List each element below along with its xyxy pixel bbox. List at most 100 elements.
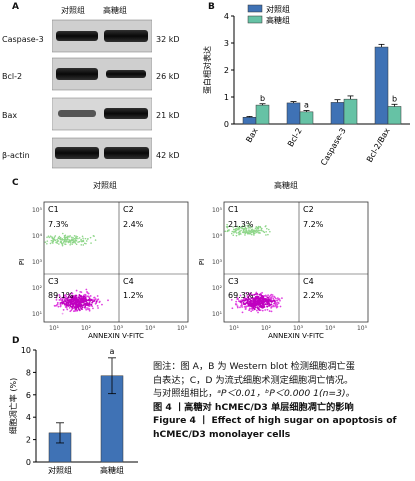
event-dot [64,296,67,299]
event-dot [241,306,244,308]
event-dot [91,301,94,304]
event-dot [267,294,270,297]
event-dot [257,232,260,234]
event-dot [244,232,247,235]
event-dot [234,228,237,230]
event-dot [80,291,83,294]
panel-label-b: B [208,2,215,12]
bar [374,46,389,125]
x-tick-label: Caspase-3 [319,127,348,168]
event-dot [255,229,258,232]
event-dot [268,228,270,231]
legend-label: 对照组 [266,4,290,14]
event-dot [250,305,253,308]
y-tick-label: 10¹ [212,311,223,318]
event-dot [61,243,64,246]
event-dot [64,306,67,308]
event-dot [255,303,258,306]
blot-band [104,147,149,159]
event-dot [89,236,92,239]
blot-row-label: Caspase-3 [2,35,44,44]
event-dot [262,303,265,306]
y-tick-label: 10² [32,285,43,292]
quadrant-c3-label: C3 [48,277,59,286]
quadrant-c2-label: C2 [303,205,314,214]
event-dot [270,310,273,313]
event-dot [82,244,85,246]
event-dot [92,307,94,310]
x-tick-label: 高糖组 [100,465,124,475]
event-dot [73,237,76,240]
event-dot [63,236,66,238]
bar [286,102,301,125]
x-tick-label: 10¹ [229,325,240,332]
event-dot [248,307,251,310]
event-dot [250,303,253,306]
event-dot [253,297,255,299]
event-dot [246,231,249,234]
event-dot [67,240,70,243]
event-dot [258,298,261,301]
panel-label-a: A [12,2,19,12]
x-tick-label: 10¹ [49,325,60,332]
significance-label: b [260,94,265,103]
event-dot [234,231,237,233]
event-dot [73,235,76,237]
event-dot [68,296,71,298]
event-dot [69,242,72,244]
quadrant-c1-value: 7.3% [48,220,69,229]
event-dot [254,301,257,304]
event-dot [251,231,254,233]
event-dot [266,227,268,230]
event-dot [80,240,82,242]
event-dot [57,305,60,308]
x-tick-label: 10² [261,325,272,332]
event-dot [68,306,71,309]
event-dot [74,239,77,241]
event-dot [59,302,62,304]
event-dot [226,223,228,226]
event-dot [255,291,258,294]
event-dot [63,240,65,243]
figure-caption: 图注：图 A，B 为 Western blot 检测细胞凋亡蛋 白表达；C，D … [153,360,411,441]
event-dot [66,308,69,311]
event-dot [69,243,71,246]
event-dot [261,309,264,312]
bar-chart-d: 0 2 4 6 8 10 细胞凋亡率 (%) 对照组 a 高糖组 [8,346,138,475]
event-dot [256,293,259,295]
y-axis-label: 细胞凋亡率 (%) [8,378,18,434]
event-dot [255,309,258,312]
event-dot [52,239,54,241]
event-dot [268,295,271,298]
y-tick-label: 10² [212,285,223,292]
x-tick-label: Bcl-2/Bax [365,126,392,164]
flow-plot-high-sugar: 10⁵ 10⁴ 10³ 10² 10¹ 10¹ 10² 10³ 10⁴ 10⁵ PI ANNEXIN … [198,201,369,338]
event-dot [254,227,257,230]
event-dot [251,294,253,297]
y-tick-label: 8 [26,368,31,377]
event-dot [85,295,87,298]
event-dot [66,236,69,239]
event-dot [253,232,255,235]
event-dot [246,299,249,302]
event-dot [74,310,76,312]
event-dot [260,297,263,300]
event-dot [259,300,262,303]
event-dot [249,232,252,235]
event-dot [64,303,66,305]
event-dot [90,242,92,244]
event-dot [85,288,88,291]
event-dot [67,303,70,305]
x-tick-label: 10³ [293,325,304,332]
quadrant-c1-label: C1 [48,205,59,214]
event-dot [243,229,245,231]
event-dot [271,294,274,296]
event-dot [75,297,78,300]
event-dot [97,307,99,309]
event-dot [274,305,277,307]
event-dot [53,238,56,241]
event-dot [270,303,273,306]
event-dot [246,305,249,308]
event-dot [267,305,270,307]
event-dot [261,291,264,294]
